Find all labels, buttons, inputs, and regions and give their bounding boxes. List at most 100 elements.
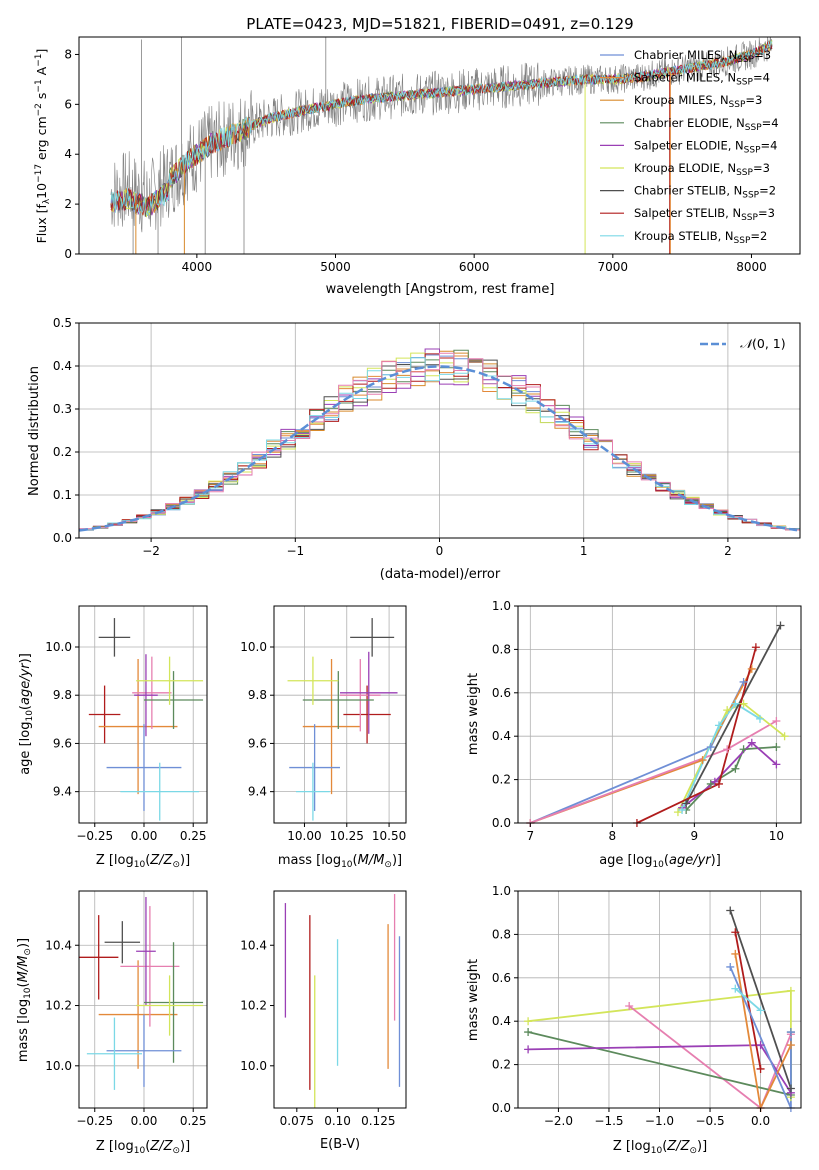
data-point (106, 1014, 182, 1087)
x-axis-label: age [log10(age/yr)] (599, 853, 721, 870)
weight-marker (682, 799, 691, 808)
y-axis-label: mass weight (466, 673, 481, 755)
y-tick-label: 0.0 (492, 1101, 511, 1115)
x-axis-label: Z [log10(Z/Z⊙)] (613, 1139, 707, 1156)
y-tick-label: 0.4 (492, 729, 511, 743)
legend: 𝒩(0, 1) (700, 336, 786, 351)
y-tick-label: 0.6 (492, 686, 511, 700)
x-tick-label: −0.25 (76, 829, 113, 843)
y-tick-label: 10.4 (45, 938, 72, 952)
y-tick-label: 0.3 (53, 402, 72, 416)
chart-age_vs_Z: −0.25 0.00 0.25 9.4 9.6 9.8 10.0 Z [log10(Z/Z⊙)… (18, 605, 208, 870)
weight-marker (706, 743, 715, 752)
y-axis-label: age [log10(age/yr)] (18, 653, 35, 775)
x-tick-label: 5000 (320, 260, 351, 274)
weight-marker (786, 986, 795, 995)
weight-marker (726, 962, 735, 971)
model-line (110, 40, 773, 215)
weight-series (681, 741, 777, 809)
weight-marker (739, 745, 748, 754)
weight-marker (726, 906, 735, 915)
y-tick-label: 0.0 (492, 816, 511, 830)
weight-marker (739, 699, 748, 708)
data-point (287, 656, 339, 705)
data-point (104, 921, 141, 964)
weight-series (729, 910, 792, 1089)
weight-marker (524, 1017, 533, 1026)
x-tick-label: 6000 (459, 260, 490, 274)
legend-entry: Chabrier MILES, NSSP=3 (634, 48, 771, 65)
x-tick-label: 0.25 (180, 1114, 207, 1128)
x-tick-label: −1.0 (645, 1114, 674, 1128)
y-axis-label: mass [log10(M/M⊙)] (16, 938, 33, 1062)
y-tick-label: 10.4 (240, 938, 267, 952)
plot-area (110, 37, 773, 254)
data-point (136, 656, 204, 705)
x-tick-label: 10.00 (287, 829, 321, 843)
x-tick-label: 0.075 (280, 1114, 314, 1128)
x-tick-label: 10.50 (372, 829, 406, 843)
legend-entry: Salpeter ELODIE, NSSP=4 (634, 138, 777, 155)
weight-marker (731, 764, 740, 773)
data-point (143, 671, 204, 729)
data-point (302, 659, 361, 795)
chart-spectrum: 4000 5000 6000 7000 8000 0 2 4 6 8 Chabrier MILES,… (34, 36, 801, 297)
y-tick-label: 0.4 (492, 1014, 511, 1028)
x-tick-label: −2.0 (544, 1114, 573, 1128)
chart-age_vs_mass: 10.00 10.25 10.50 9.4 9.6 9.8 10.0 mass [log10(… (240, 605, 407, 870)
x-tick-label: 8000 (736, 260, 767, 274)
x-tick-label: −2 (142, 544, 160, 558)
figure-title: PLATE=0423, MJD=51821, FIBERID=0491, z=0… (246, 15, 633, 33)
y-tick-label: 0.2 (53, 445, 72, 459)
weight-marker (706, 779, 715, 788)
weight-marker (780, 732, 789, 741)
weight-marker (786, 1041, 795, 1050)
data-point (340, 651, 398, 734)
x-tick-label: 7 (526, 829, 534, 843)
histogram-series (79, 352, 800, 531)
y-tick-label: 0.8 (492, 927, 511, 941)
y-tick-label: 10.2 (45, 999, 72, 1013)
weight-marker (755, 714, 764, 723)
axes-frame (273, 605, 407, 824)
legend-entry: Chabrier ELODIE, NSSP=4 (634, 116, 779, 133)
data-point (88, 685, 121, 744)
data-point (79, 915, 119, 1000)
data-point (136, 897, 156, 1006)
x-tick-label: 2 (724, 544, 732, 558)
weight-marker (625, 1002, 634, 1011)
data-point (136, 975, 204, 1036)
y-tick-label: 10.2 (240, 999, 267, 1013)
data-point (134, 654, 158, 737)
chart-weight_vs_Z: −2.0 −1.5 −1.0 −0.5 0.0 0.0 0.2 0.4 0.6 0.8 1.0 Z [… (466, 884, 802, 1156)
axes-frame (78, 605, 208, 824)
y-tick-label: 4 (64, 147, 72, 161)
weight-marker (714, 721, 723, 730)
data-point (98, 618, 131, 657)
plot-area (88, 618, 204, 821)
weight-series (734, 987, 762, 1012)
y-tick-label: 9.4 (53, 785, 72, 799)
plot-area (79, 348, 800, 532)
legend-entry: Chabrier STELIB, NSSP=2 (634, 184, 776, 201)
axes-frame (517, 605, 802, 824)
x-axis-label: wavelength [Angstrom, rest frame] (326, 282, 555, 297)
axes-frame (273, 890, 407, 1109)
x-tick-label: 10 (769, 829, 784, 843)
x-tick-label: 7000 (598, 260, 629, 274)
x-axis-label: Z [log10(Z/Z⊙)] (96, 853, 190, 870)
x-tick-label: 9 (691, 829, 699, 843)
y-tick-label: 1.0 (492, 884, 511, 898)
weight-marker (714, 779, 723, 788)
weight-marker (756, 1006, 765, 1015)
plot-area (79, 897, 204, 1090)
plot-area (529, 625, 786, 823)
weight-series (734, 953, 792, 1108)
data-point (143, 942, 204, 1063)
data-point (132, 656, 172, 729)
y-tick-label: 0.8 (492, 642, 511, 656)
weight-series (685, 625, 782, 804)
y-tick-label: 0 (64, 247, 72, 261)
data-point (98, 659, 178, 795)
weight-marker (747, 738, 756, 747)
